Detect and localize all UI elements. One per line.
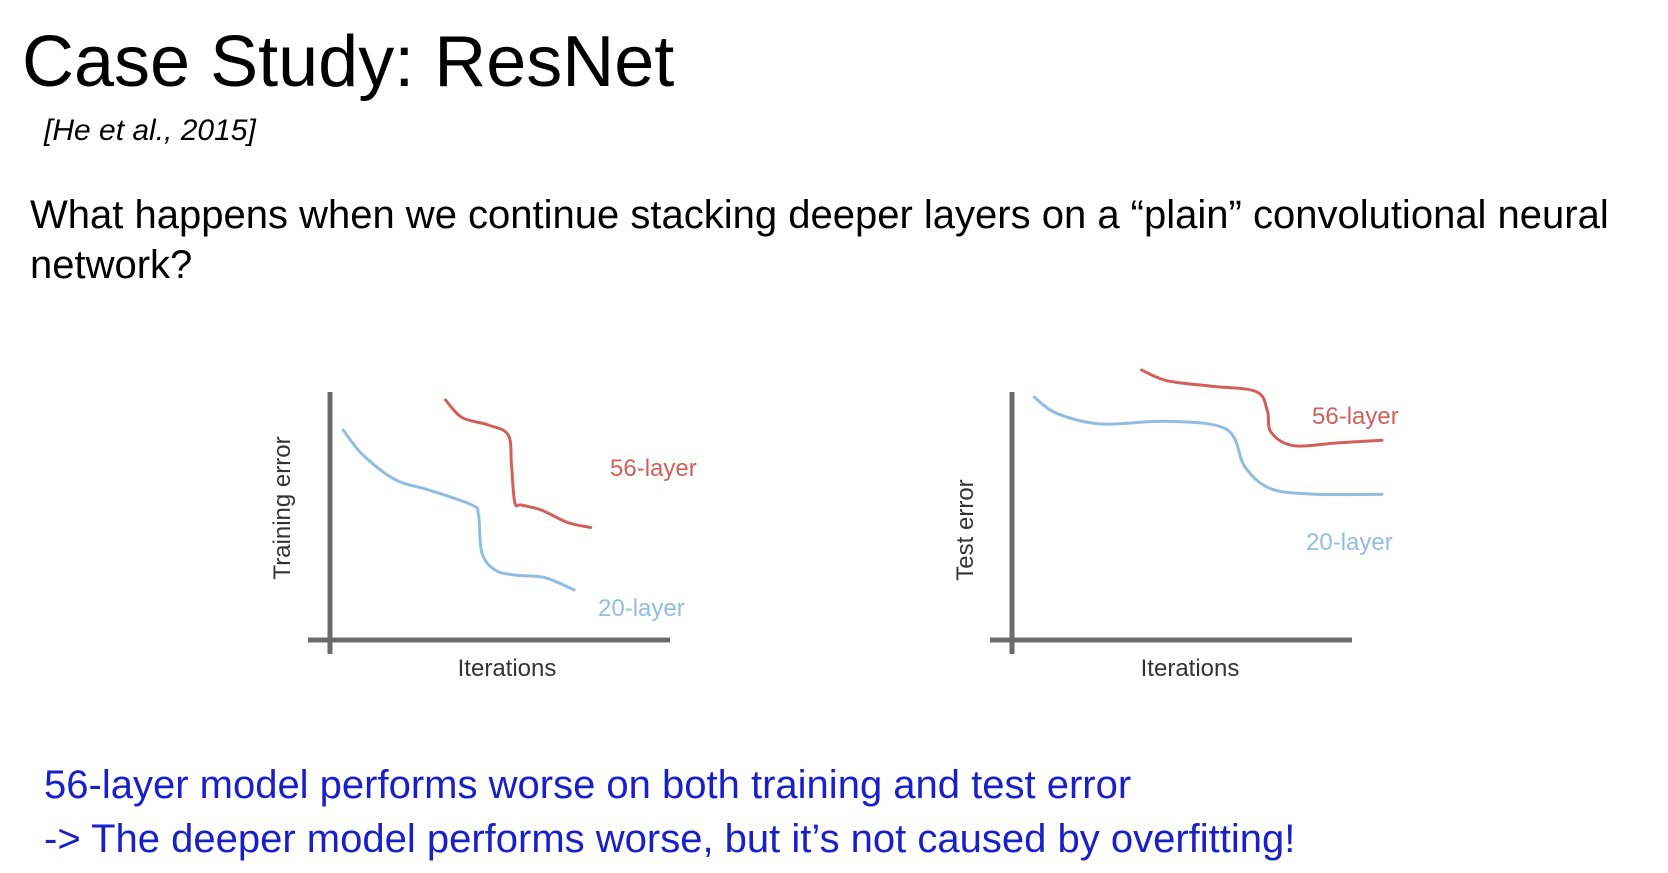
series-label-20-layer: 20-layer [1306,529,1393,556]
series-line-20-layer [1032,395,1384,497]
series-line-20-layer [341,428,576,592]
citation: [He et al., 2015] [44,114,256,147]
y-axis-label: Test error [952,479,979,580]
question-text: What happens when we continue stacking d… [30,193,1609,287]
training-error-chart: 56-layer 20-layer Iterations Training er… [269,392,697,682]
y-axis-label: Training error [269,436,296,579]
x-axis-label: Iterations [1141,655,1240,682]
test-error-chart: 56-layer 20-layer Iterations Test error [952,368,1399,682]
series-label-56-layer: 56-layer [1312,403,1399,430]
series-line-56-layer [444,398,593,529]
conclusion-line-2: -> The deeper model performs worse, but … [44,817,1296,861]
series-label-20-layer: 20-layer [598,595,685,622]
series-line-56-layer [1140,368,1384,448]
series-label-56-layer: 56-layer [610,455,697,482]
x-axis-label: Iterations [458,655,557,682]
slide-title: Case Study: ResNet [22,22,675,102]
conclusion-line-1: 56-layer model performs worse on both tr… [44,763,1132,807]
